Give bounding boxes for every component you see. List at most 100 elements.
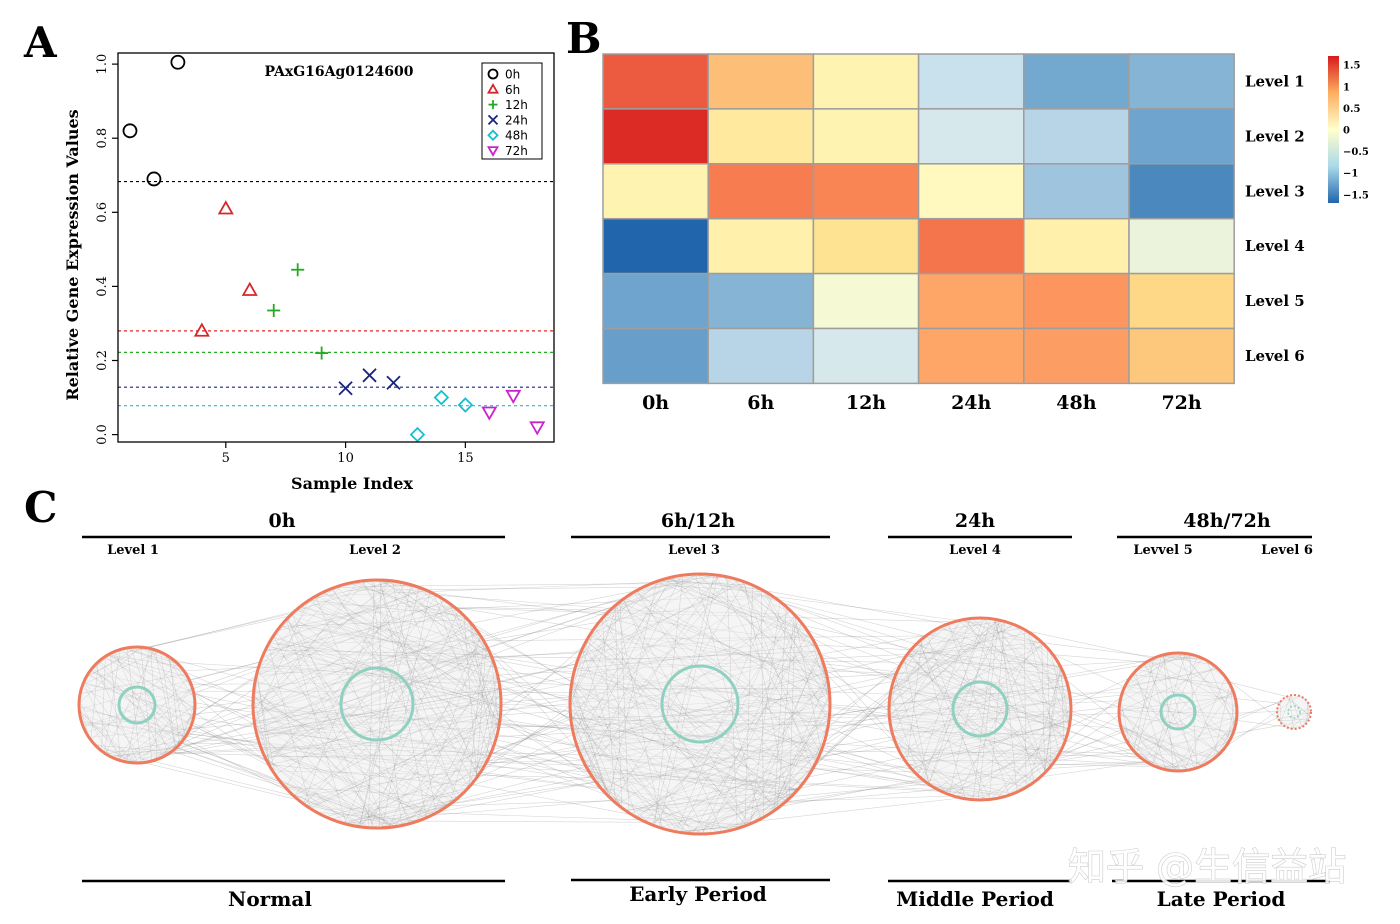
module-edge (763, 590, 829, 723)
module-edge (730, 577, 819, 651)
module-edge (1027, 631, 1060, 754)
module-inner-ring (117, 685, 157, 725)
module-edge (888, 628, 938, 711)
module-edge (311, 581, 396, 600)
module-edge (589, 634, 819, 759)
module-edge (1006, 750, 1062, 797)
module-edge (382, 800, 455, 829)
module-edge (688, 574, 829, 686)
module-edge (265, 697, 501, 760)
module-edge (1119, 710, 1237, 715)
module-edge (690, 719, 830, 834)
module-edge (362, 580, 479, 776)
module-edge (570, 711, 830, 719)
module-edge (723, 576, 821, 754)
module-edge (1230, 685, 1235, 731)
legend-entry: 48h (505, 129, 528, 143)
module-inner-ring (339, 666, 415, 742)
module-edge (890, 724, 948, 794)
module-edge (303, 619, 468, 805)
heatmap-cell (1023, 53, 1130, 110)
module-edge (111, 652, 186, 738)
module-edge (1226, 698, 1236, 746)
row-label: Level 3 (1245, 182, 1305, 200)
module-edge (307, 722, 500, 808)
module-edge (571, 685, 621, 807)
module-edge (995, 746, 1064, 799)
module-edge (636, 816, 747, 826)
module-edge (1121, 728, 1203, 767)
module-edge (1120, 726, 1204, 766)
module-edge (291, 614, 483, 771)
module-edge (990, 712, 1072, 800)
module-edge (335, 586, 501, 721)
module-edge (1041, 642, 1046, 773)
network-module (568, 572, 832, 836)
network-edge (422, 812, 659, 821)
module-edge (671, 576, 830, 718)
module-edge (898, 622, 952, 668)
module-edge (1303, 710, 1312, 727)
module-edge (377, 803, 451, 829)
module-edge (589, 574, 714, 635)
module-edge (402, 802, 453, 826)
row-label: Level 4 (1245, 237, 1305, 255)
module-edge (86, 647, 145, 677)
network-module (1117, 651, 1239, 773)
module-inner-ring (951, 680, 1009, 738)
module-edge (571, 684, 781, 807)
module-edge (603, 616, 828, 679)
heatmap-cell (917, 327, 1025, 385)
module-edge (591, 631, 787, 802)
module-edge (906, 655, 1065, 677)
module-edge (977, 619, 999, 801)
module-edge (1137, 654, 1194, 670)
module-edge (1306, 702, 1309, 724)
data-point (529, 421, 546, 436)
panel-label-a: A (23, 18, 58, 67)
module-edge (371, 580, 482, 772)
module-edge (126, 647, 186, 674)
module-edge (104, 649, 121, 753)
network-modules (77, 572, 1312, 836)
module-edge (1132, 674, 1188, 771)
module-edge (957, 620, 1071, 702)
module-edge (275, 632, 447, 807)
heatmap-cell (1023, 327, 1130, 385)
module-edge (126, 648, 151, 763)
module-edge (649, 751, 821, 824)
module-edge (80, 673, 187, 694)
period-footer-early: Early Period (571, 878, 830, 906)
module-edge (957, 637, 1037, 798)
module-edge (130, 647, 169, 755)
module-edge (889, 714, 1036, 782)
module-edge (464, 715, 501, 792)
module-edge (584, 610, 791, 764)
heatmap-cell (812, 53, 920, 110)
module-edge (907, 763, 1012, 795)
module-edge (587, 575, 682, 770)
network-edge (488, 741, 617, 795)
module-edge (1130, 658, 1203, 748)
module-edge (1281, 723, 1284, 726)
module-edge (253, 687, 398, 827)
module-edge (90, 669, 189, 733)
network-edge (189, 720, 277, 766)
module-edge (579, 577, 671, 755)
module-edge (585, 641, 789, 800)
module-edge (906, 638, 923, 764)
module-edge (252, 580, 367, 711)
network-edge (1032, 760, 1152, 779)
module-edge (110, 653, 121, 761)
network-edge (787, 763, 914, 792)
module-edge (1191, 724, 1236, 770)
module-edge (724, 789, 798, 832)
module-edge (267, 592, 433, 763)
module-edge (909, 651, 1021, 791)
module-fill (253, 580, 501, 828)
module-edge (630, 719, 830, 815)
module-edge (570, 635, 590, 695)
module-edge (977, 761, 1055, 801)
